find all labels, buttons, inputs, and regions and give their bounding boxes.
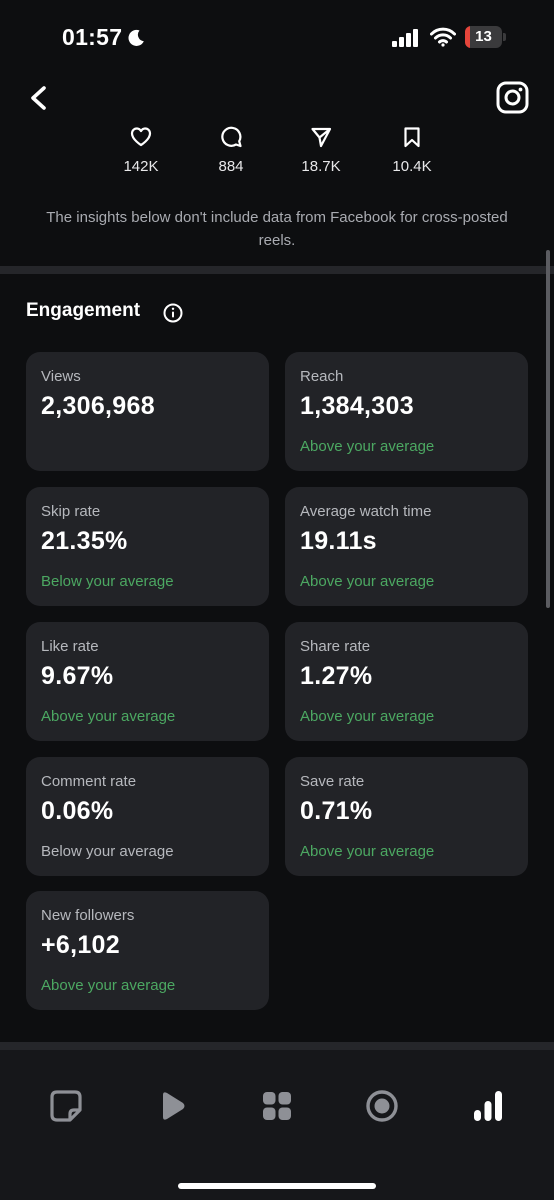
section-divider	[0, 1042, 554, 1050]
instagram-icon[interactable]	[496, 81, 529, 114]
section-divider	[0, 266, 554, 274]
wifi-icon	[430, 27, 456, 47]
metric-card-skip-rate[interactable]: Skip rate 21.35% Below your average	[26, 487, 269, 606]
metric-card-new-followers[interactable]: New followers +6,102 Above your average	[26, 891, 269, 1010]
metric-label: Share rate	[300, 638, 371, 655]
metric-card-like-rate[interactable]: Like rate 9.67% Above your average	[26, 622, 269, 741]
comment-icon	[221, 126, 242, 148]
metric-value: 19.11s	[300, 527, 377, 555]
stat-value: 884	[218, 158, 244, 175]
metric-card-reach[interactable]: Reach 1,384,303 Above your average	[285, 352, 528, 471]
moon-icon	[128, 29, 144, 46]
stat-value: 142K	[123, 158, 159, 175]
metric-comparison: Above your average	[41, 977, 176, 994]
insights-bar-chart-icon[interactable]	[470, 1088, 506, 1124]
status-time: 01:57	[62, 24, 123, 50]
metric-card-average-watch-time[interactable]: Average watch time 19.11s Above your ave…	[285, 487, 528, 606]
metric-value: +6,102	[41, 931, 120, 959]
stat-comments: 884	[191, 126, 271, 175]
chevron-left-icon[interactable]	[24, 82, 54, 114]
stat-value: 10.4K	[392, 158, 432, 175]
stat-saves: 10.4K	[372, 126, 452, 175]
metric-value: 1.27%	[300, 662, 373, 690]
battery-level: 13	[475, 28, 492, 45]
metric-label: Save rate	[300, 773, 365, 790]
facebook-disclaimer: The insights below don't include data fr…	[46, 209, 508, 249]
battery-indicator: 13	[465, 26, 507, 48]
cellular-signal-icon	[392, 29, 418, 47]
section-title-engagement: Engagement	[26, 300, 141, 321]
metric-value: 1,384,303	[300, 392, 414, 420]
send-icon	[311, 127, 332, 148]
metric-comparison: Below your average	[41, 573, 174, 590]
stat-likes: 142K	[101, 126, 181, 175]
metric-label: Average watch time	[300, 503, 432, 520]
status-bar: 01:57 13	[0, 0, 554, 70]
metric-label: New followers	[41, 907, 135, 924]
metric-comparison: Above your average	[300, 573, 435, 590]
home-indicator[interactable]	[178, 1183, 376, 1189]
metric-label: Views	[41, 368, 81, 385]
metric-comparison: Below your average	[41, 843, 174, 860]
metric-value: 21.35%	[41, 527, 128, 555]
metric-card-views[interactable]: Views 2,306,968	[26, 352, 269, 471]
metric-label: Skip rate	[41, 503, 101, 520]
metric-label: Like rate	[41, 638, 99, 655]
grid-icon[interactable]	[259, 1088, 295, 1124]
scrollbar[interactable]	[546, 250, 550, 608]
metric-value: 0.71%	[300, 797, 373, 825]
metric-value: 0.06%	[41, 797, 114, 825]
metric-comparison: Above your average	[300, 708, 435, 725]
play-icon[interactable]	[154, 1088, 190, 1124]
metric-value: 9.67%	[41, 662, 114, 690]
bookmark-icon	[404, 127, 420, 148]
metric-label: Reach	[300, 368, 344, 385]
battery-fill	[465, 26, 470, 48]
metric-comparison: Above your average	[41, 708, 176, 725]
record-icon[interactable]	[364, 1088, 400, 1124]
heart-icon	[130, 127, 152, 147]
stat-value: 18.7K	[301, 158, 341, 175]
metric-comparison: Above your average	[300, 438, 435, 455]
metric-label: Comment rate	[41, 773, 137, 790]
post-icon[interactable]	[48, 1088, 84, 1124]
metric-card-share-rate[interactable]: Share rate 1.27% Above your average	[285, 622, 528, 741]
info-icon[interactable]	[163, 303, 183, 323]
bottom-nav	[0, 1050, 554, 1200]
stat-shares: 18.7K	[281, 126, 361, 175]
metric-card-save-rate[interactable]: Save rate 0.71% Above your average	[285, 757, 528, 876]
metric-comparison: Above your average	[300, 843, 435, 860]
metric-card-comment-rate[interactable]: Comment rate 0.06% Below your average	[26, 757, 269, 876]
metric-value: 2,306,968	[41, 392, 155, 420]
